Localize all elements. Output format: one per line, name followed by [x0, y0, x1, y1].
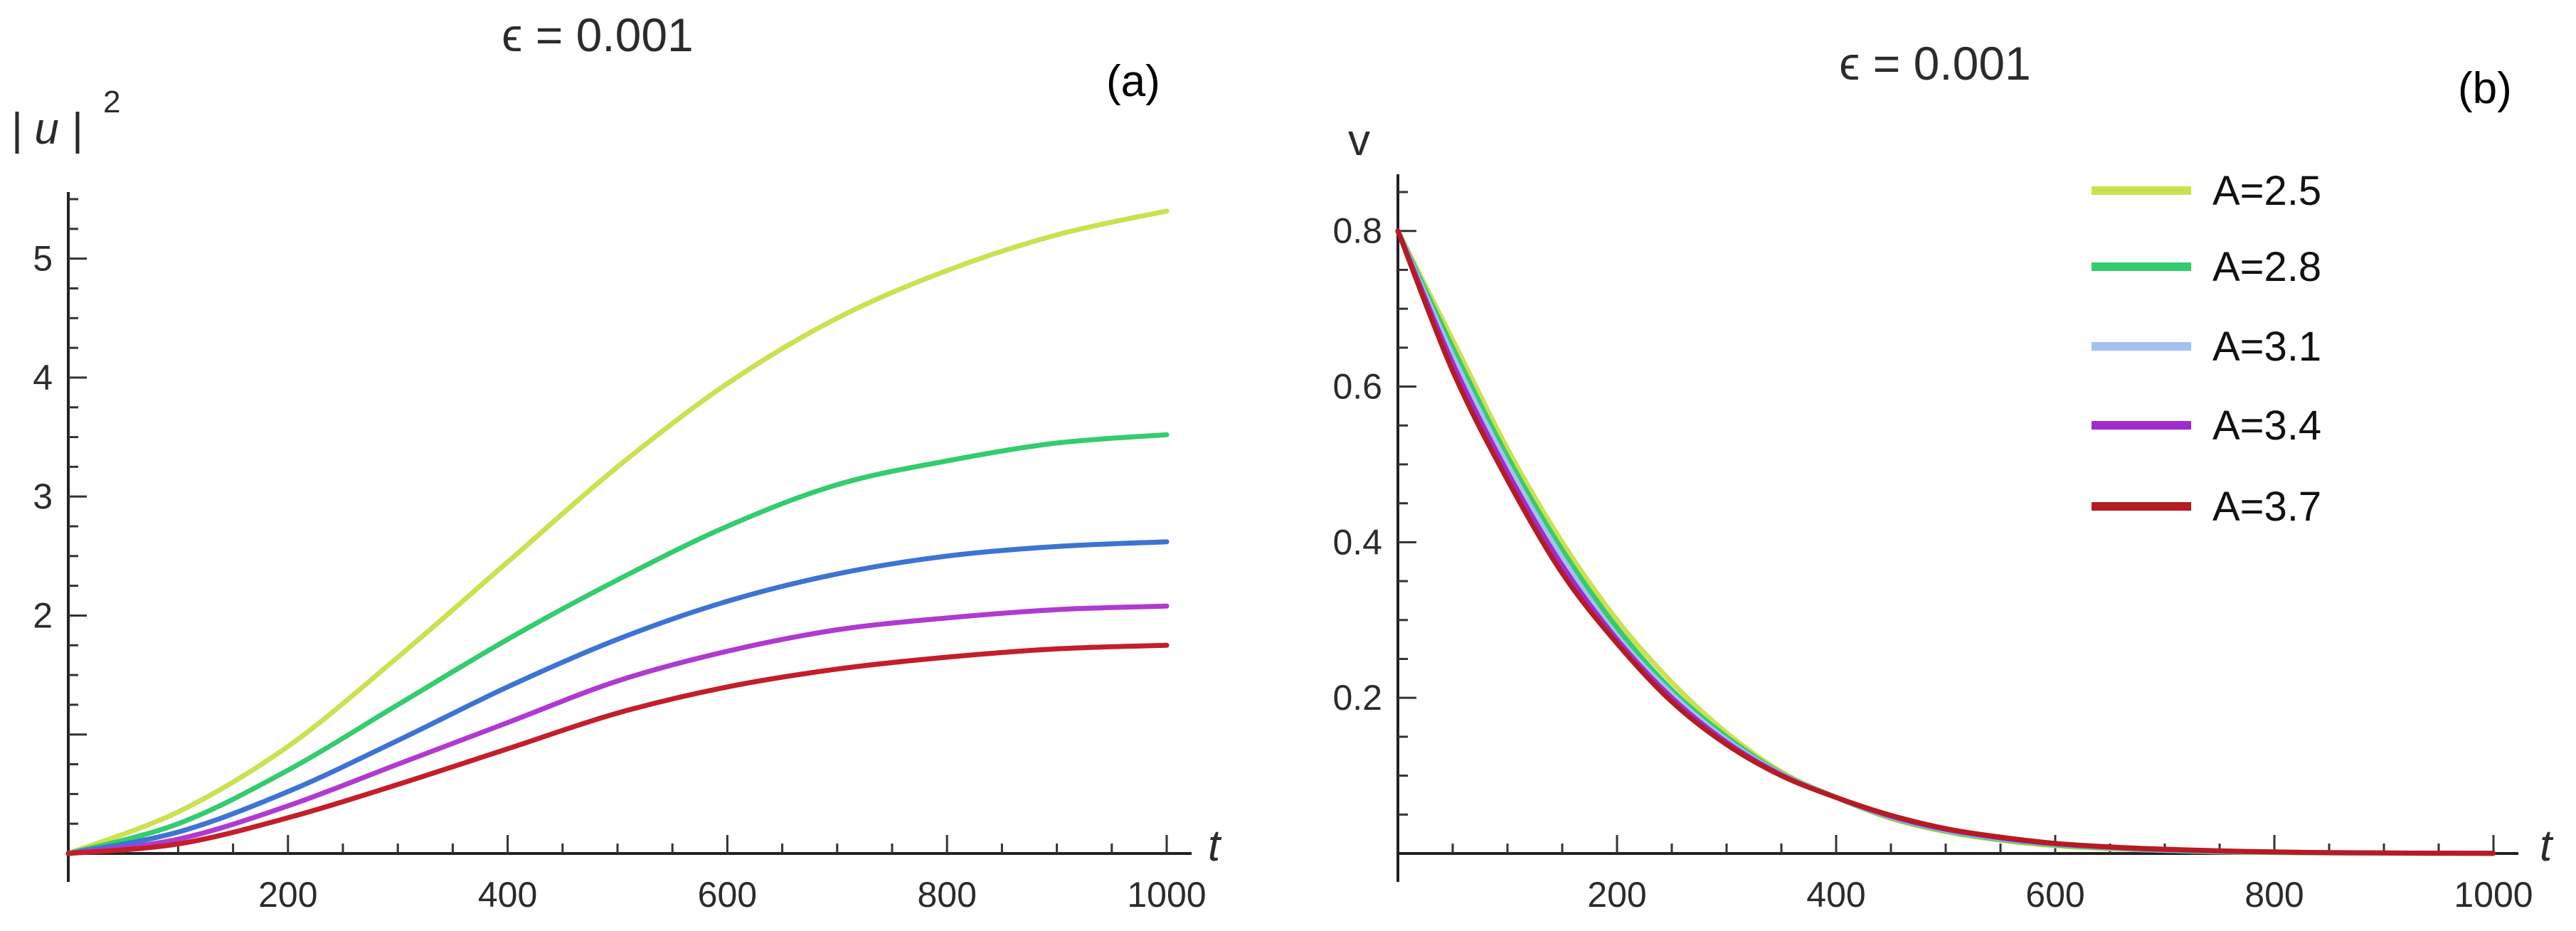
panel-a-x-tick-label: 400	[478, 875, 537, 915]
panel-a-y-tick-label: 4	[33, 358, 53, 398]
panel-b-title: ϵ = 0.001	[1839, 37, 2031, 90]
panel-b-series	[1395, 228, 2496, 856]
panel-a-x-tick-label: 200	[258, 875, 317, 915]
panel-b-xlabel: t	[2540, 821, 2554, 871]
legend-label-a28: A=2.8	[2212, 244, 2321, 290]
legend-label-a25: A=2.5	[2212, 168, 2321, 214]
legend-label-a34: A=3.4	[2212, 403, 2321, 449]
panel-b-x-tick-label: 1000	[2454, 875, 2533, 915]
panel-a-series-line-28	[65, 432, 1170, 856]
panel-a-x-tick-label: 800	[917, 875, 976, 915]
panel-a-series-line-25	[65, 208, 1170, 856]
panel-a-series-line-34	[65, 603, 1170, 856]
panel-a-title: ϵ = 0.001	[502, 9, 694, 61]
panel-b: ϵ = 0.001 (b) v t 200 400 600 800 1000 0.2 0.4…	[1332, 37, 2554, 915]
panel-a-axes: 200 400 600 800 1000 2 3 4 5	[33, 192, 1207, 915]
panel-a-y-tick-label: 5	[33, 239, 53, 279]
panel-b-y-tick-label: 0.8	[1332, 211, 1382, 251]
panel-a-label: (a)	[1106, 57, 1160, 106]
panel-b-x-tick-label: 200	[1587, 875, 1646, 915]
panel-b-series-line-25	[1395, 228, 2496, 856]
panel-b-x-tick-label: 400	[1806, 875, 1865, 915]
panel-a-series-line-37	[65, 642, 1170, 856]
panel-a-series	[65, 208, 1170, 856]
panel-a-y-tick-label: 2	[33, 595, 53, 635]
panel-a-xlabel: t	[1208, 821, 1222, 871]
panel-b-y-tick-label: 0.6	[1332, 367, 1382, 407]
panel-a-x-tick-label: 600	[698, 875, 757, 915]
panel-b-label: (b)	[2458, 64, 2512, 113]
panel-a-y-tick-label: 3	[33, 477, 53, 516]
panel-b-x-tick-label: 600	[2025, 875, 2084, 915]
panel-a-series-line-31	[65, 539, 1170, 856]
legend-label-a37: A=3.7	[2212, 484, 2321, 530]
panel-b-y-tick-label: 0.4	[1332, 522, 1382, 562]
legend-label-a31: A=3.1	[2212, 324, 2321, 370]
panel-b-legend: A=2.5 A=2.8 A=3.1 A=3.4 A=3.7	[2092, 168, 2321, 530]
panel-a-ylabel-exponent: 2	[103, 85, 120, 119]
panel-b-series-line-37	[1395, 228, 2496, 856]
panel-b-x-tick-label: 800	[2244, 875, 2304, 915]
panel-b-ylabel: v	[1348, 116, 1370, 165]
panel-b-axes: 200 400 600 800 1000 0.2 0.4 0.6 0.8	[1332, 174, 2533, 915]
panel-a-ylabel: | u |	[11, 105, 83, 154]
panel-a: ϵ = 0.001 (a) | u | 2 t 200 400 600 800 1000…	[11, 9, 1222, 915]
panel-b-y-tick-label: 0.2	[1332, 678, 1382, 718]
panel-a-x-tick-label: 1000	[1127, 875, 1206, 915]
